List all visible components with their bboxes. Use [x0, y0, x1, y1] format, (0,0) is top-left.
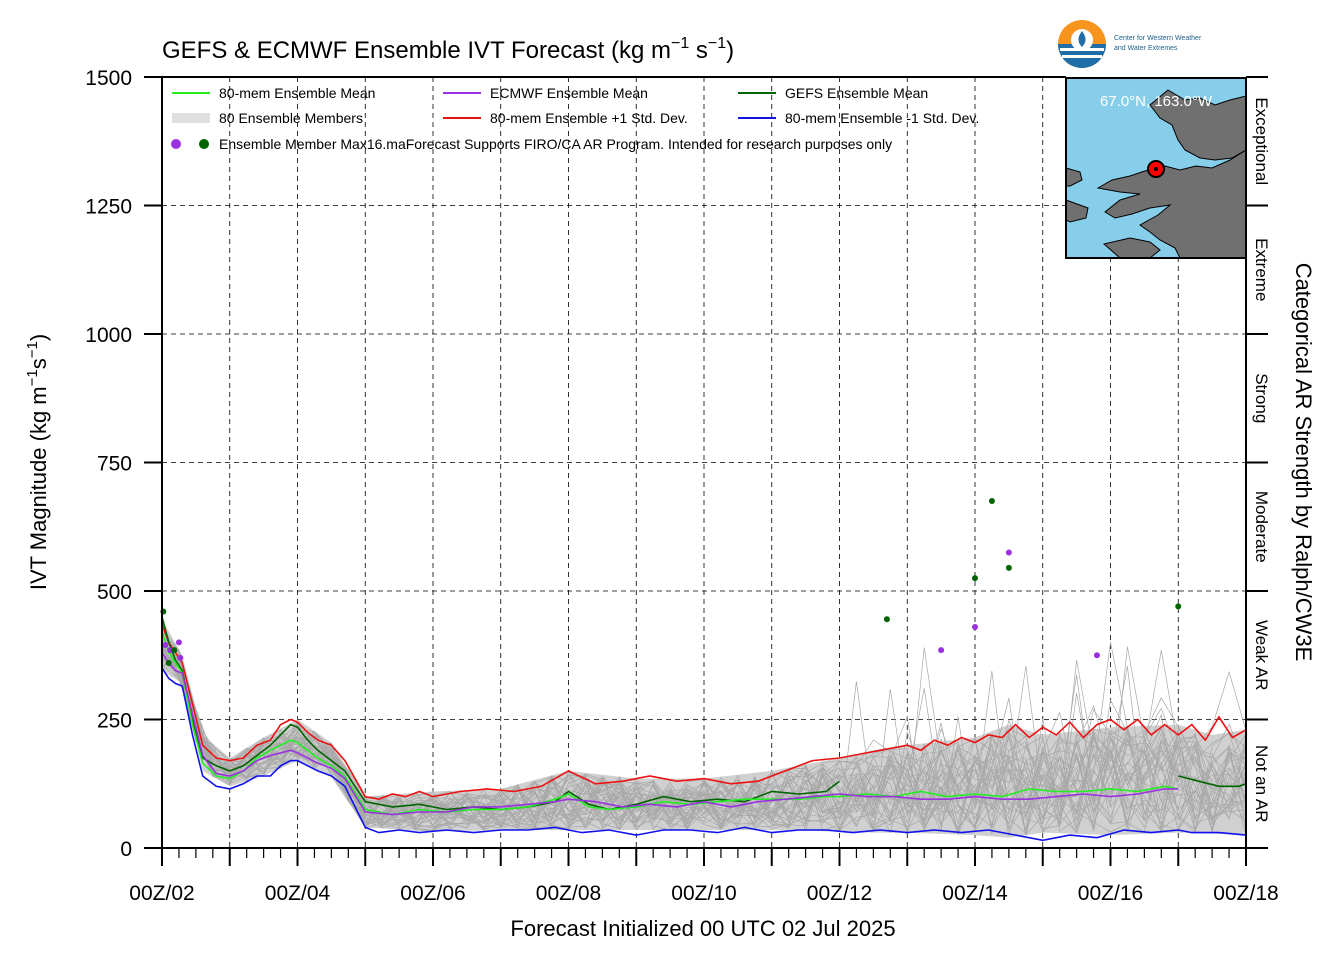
y-tick-label-2: 500 — [97, 581, 132, 604]
x-axis-label: Forecast Initialized 00 UTC 02 Jul 2025 — [510, 916, 895, 941]
gefs-max-point-7 — [1175, 603, 1182, 610]
legend-plus-std: 80-mem Ensemble +1 Std. Dev. — [490, 110, 688, 126]
category-label-4: Extreme — [1252, 238, 1271, 301]
member-line-37 — [161, 646, 1247, 830]
x-tick-label-0: 00Z/02 — [129, 882, 194, 905]
logo-line-2: and Water Extremes — [1114, 45, 1178, 52]
x-axis-ticks: 00Z/02 00Z/04 00Z/06 00Z/08 00Z/10 00Z/12 00Z/… — [129, 848, 1279, 905]
category-label-2: Moderate — [1252, 491, 1271, 563]
legend-ecmwf-mean: ECMWF Ensemble Mean — [490, 85, 648, 101]
gefs-max-point-5 — [988, 498, 995, 505]
y-tick-label-5: 1250 — [85, 196, 132, 219]
y-tick-label-6: 1500 — [85, 67, 132, 90]
series-lines — [161, 616, 1247, 842]
y-axis-ticks: 0 250 500 750 1000 1250 1500 — [85, 67, 1268, 861]
cw3e-logo: Center for Western Weather and Water Ext… — [1058, 20, 1202, 68]
ecmwf-max-point-2 — [175, 639, 182, 646]
member-line-28 — [161, 656, 1247, 827]
legend-minus-std: 80-mem Ensemble -1 Std. Dev. — [785, 110, 979, 126]
ecmwf-max-point-7 — [1093, 652, 1100, 659]
ecmwf-max-point-0 — [162, 641, 169, 648]
y-tick-label-4: 1000 — [85, 324, 132, 347]
category-label-0: Not an AR — [1252, 745, 1271, 823]
category-label-1: Weak AR — [1252, 620, 1271, 691]
category-label-3: Strong — [1252, 373, 1271, 423]
category-label-5: Exceptional — [1252, 97, 1271, 185]
ar-category-labels: Not an AR Weak AR Moderate Strong Extreme Exc… — [1252, 97, 1271, 822]
ecmwf-max-point-4 — [938, 647, 945, 654]
gefs-max-point-2 — [171, 647, 178, 654]
inset-location-label: 67.0°N, 163.0°W — [1100, 93, 1213, 110]
x-tick-label-4: 00Z/06 — [400, 882, 465, 905]
gefs-max-point-1 — [165, 659, 172, 666]
series-line-1 — [161, 616, 840, 811]
gefs-max-point-6 — [1005, 564, 1012, 571]
x-tick-label-8: 00Z/10 — [671, 882, 736, 905]
member-line-36 — [161, 659, 1247, 833]
logo-line-1: Center for Western Weather — [1114, 35, 1202, 42]
series-line-0 — [161, 624, 1247, 801]
series-line-5 — [161, 667, 1247, 842]
chart-title: GEFS & ECMWF Ensemble IVT Forecast (kg m… — [162, 35, 734, 64]
inset-map: 67.0°N, 163.0°W — [1065, 77, 1247, 259]
ecmwf-max-point-3 — [177, 654, 184, 661]
ensemble-spread — [162, 619, 1246, 838]
x-tick-label-12: 00Z/14 — [942, 882, 1008, 905]
ensemble-members — [161, 619, 1247, 836]
x-tick-label-6: 00Z/08 — [536, 882, 601, 905]
member-line-34 — [161, 631, 1246, 836]
gefs-max-point-3 — [883, 616, 890, 623]
x-tick-label-14: 00Z/16 — [1078, 882, 1143, 905]
y-tick-label-3: 750 — [97, 453, 132, 476]
series-line-2 — [1178, 775, 1247, 788]
y-tick-label-1: 250 — [97, 710, 132, 733]
member-line-32 — [161, 646, 1247, 833]
x-tick-label-16: 00Z/18 — [1213, 882, 1278, 905]
legend-gefs-mean: GEFS Ensemble Mean — [785, 85, 928, 101]
y-tick-label-0: 0 — [120, 838, 132, 861]
legend-members: 80 Ensemble Members — [219, 110, 363, 126]
x-tick-label-10: 00Z/12 — [807, 882, 872, 905]
gefs-max-point-4 — [972, 575, 978, 582]
spread-band — [162, 619, 1246, 838]
ecmwf-max-point-5 — [972, 623, 978, 630]
x-tick-label-2: 00Z/04 — [265, 882, 331, 905]
series-line-4 — [161, 652, 1179, 816]
legend-member-max: Ensemble Member Max16.maForecast Support… — [219, 136, 892, 152]
y-axis-label: IVT Magnitude (kg m−1s−1) — [24, 334, 51, 590]
member-max-points — [160, 498, 1182, 666]
ecmwf-max-point-6 — [1005, 549, 1012, 556]
legend-ens-mean: 80-mem Ensemble Mean — [219, 85, 375, 101]
right-axis-label: Categorical AR Strength by Ralph/CW3E — [1291, 263, 1316, 662]
legend: 80-mem Ensemble Mean ECMWF Ensemble Mean… — [171, 85, 979, 152]
